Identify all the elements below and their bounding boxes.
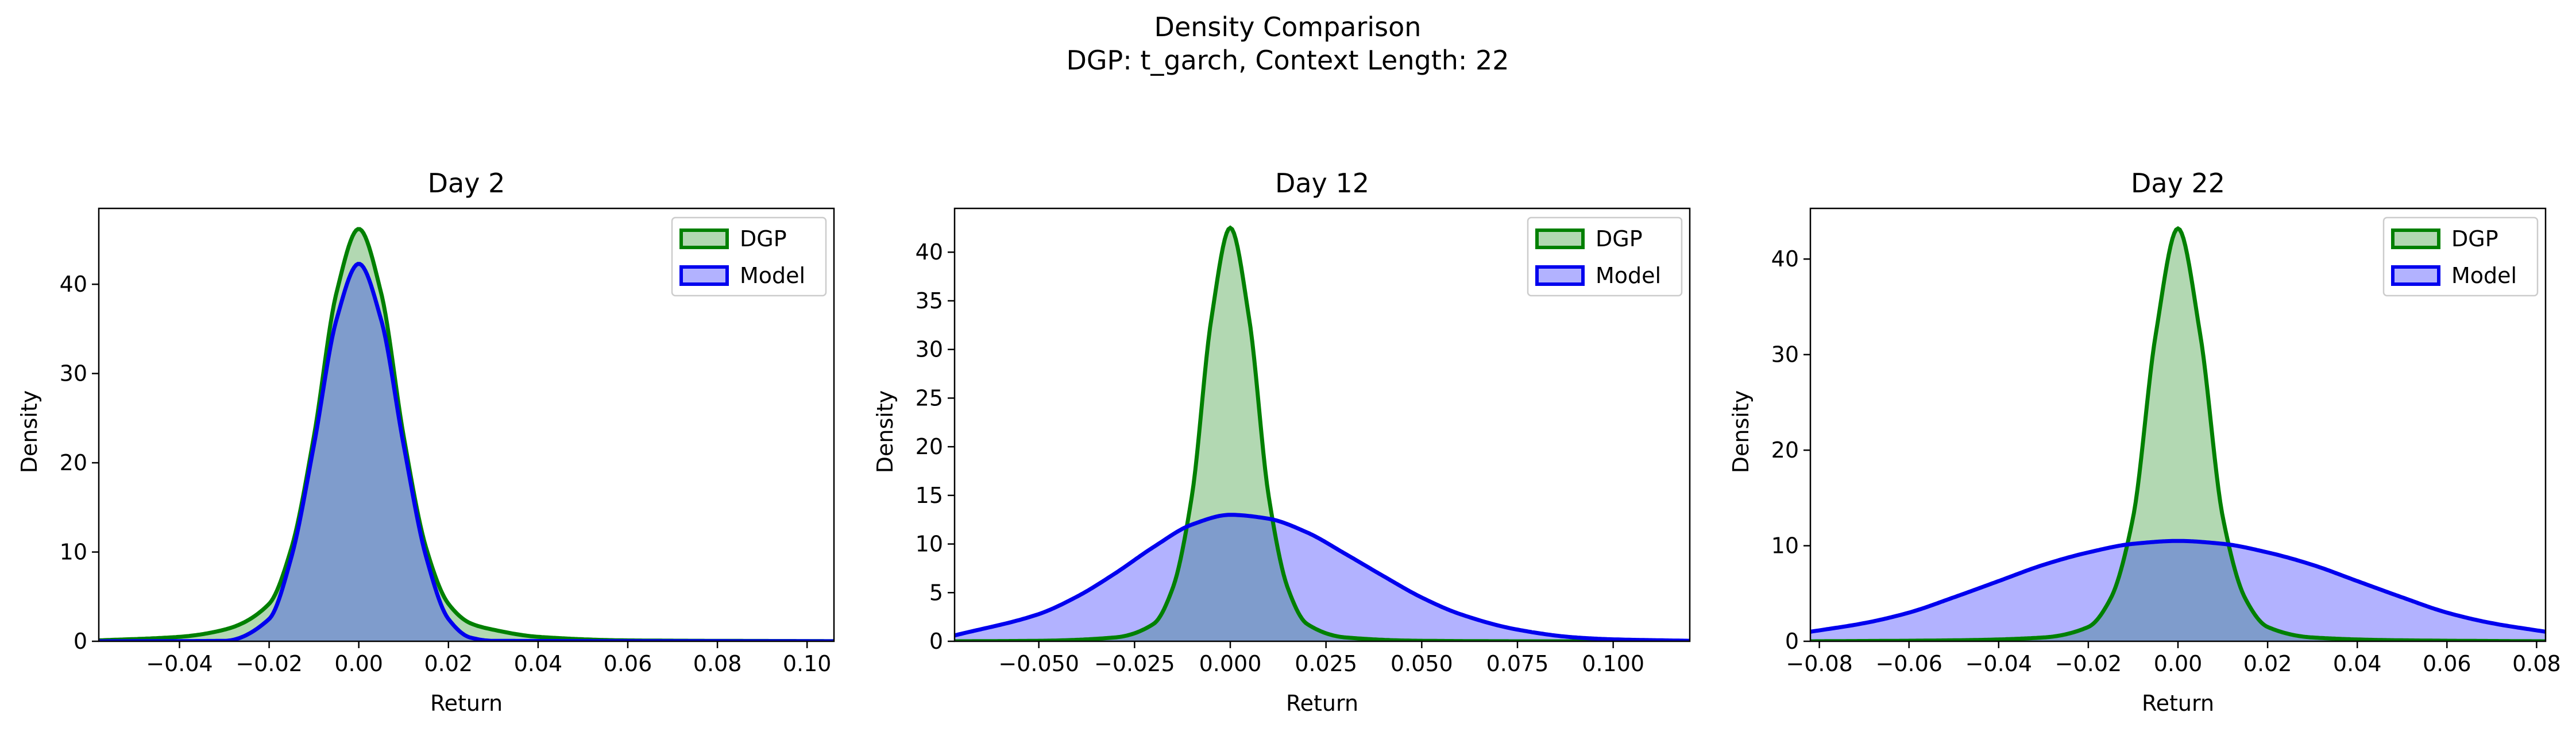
legend-label-model: Model <box>740 263 805 288</box>
legend-swatch-model <box>1535 265 1585 286</box>
model-density-line <box>99 262 834 641</box>
x-axis-label: Return <box>2142 691 2214 716</box>
x-tick-label: −0.06 <box>1875 651 1942 676</box>
y-tick-label: 40 <box>1771 246 1799 272</box>
x-tick-label: 0.00 <box>2154 651 2203 676</box>
x-tick-label: 0.08 <box>2512 651 2561 676</box>
y-tick-label: 30 <box>60 361 87 386</box>
model-density-line <box>955 513 1690 641</box>
x-tick-label: 0.02 <box>2243 651 2292 676</box>
x-tick-label: 0.04 <box>2333 651 2382 676</box>
plot-area: −0.08 −0.06 −0.04 −0.02 0.00 0.02 0.04 0.06 0.08… <box>1771 207 2561 676</box>
suptitle-line1: Density Comparison <box>1154 11 1422 42</box>
overlap-density-fill <box>1810 541 2546 641</box>
y-tick-label: 10 <box>60 540 87 565</box>
dgp-density-line <box>1810 226 2546 641</box>
x-tick-label: 0.100 <box>1582 651 1644 676</box>
model-density-fill <box>99 264 834 641</box>
dgp-density-fill <box>1810 228 2546 641</box>
y-tick-label: 15 <box>916 483 943 508</box>
legend-label-model: Model <box>2451 263 2517 288</box>
legend: DGP Model <box>671 216 827 297</box>
overlap-density-fill <box>99 264 834 641</box>
x-axis-label: Return <box>430 691 503 716</box>
y-axis-label: Density <box>17 390 42 473</box>
panel-day-22: Day 22 Return Density −0.08 −0.06 −0.04 −0.… <box>1728 168 2561 716</box>
panel-title: Day 22 <box>2131 168 2225 199</box>
y-tick-label: 0 <box>1785 629 1799 654</box>
y-axis-label: Density <box>1728 390 1754 473</box>
axes-frame <box>953 207 1691 642</box>
legend: DGP Model <box>1527 216 1683 297</box>
legend-label-dgp: DGP <box>1596 226 1643 251</box>
model-density-line <box>1810 539 2546 634</box>
y-tick-label: 20 <box>1771 437 1799 463</box>
y-tick-label: 10 <box>1771 533 1799 559</box>
x-tick-label: 0.10 <box>783 651 832 676</box>
x-tick-label: 0.025 <box>1295 651 1357 676</box>
x-tick-label: 0.06 <box>604 651 652 676</box>
y-tick-label: 40 <box>916 239 943 265</box>
legend-label-dgp: DGP <box>2451 226 2498 251</box>
x-tick-label: 0.02 <box>424 651 473 676</box>
x-tick-label: 0.000 <box>1199 651 1262 676</box>
legend-swatch-dgp <box>1535 228 1585 249</box>
x-tick-label: 0.08 <box>693 651 742 676</box>
y-tick-label: 30 <box>1771 342 1799 367</box>
y-tick-label: 40 <box>60 272 87 297</box>
legend-label-model: Model <box>1596 263 1661 288</box>
x-tick-label: −0.02 <box>2055 651 2122 676</box>
plot-region <box>1810 226 2546 641</box>
model-density-fill <box>955 514 1690 641</box>
y-tick-label: 20 <box>916 434 943 459</box>
legend-swatch-dgp <box>2391 228 2440 249</box>
x-tick-label: 0.06 <box>2423 651 2471 676</box>
y-tick-label: 20 <box>60 450 87 475</box>
y-tick-label: 25 <box>916 385 943 410</box>
y-tick-label: 0 <box>929 629 943 654</box>
x-tick-label: −0.04 <box>1965 651 2032 676</box>
x-tick-label: −0.08 <box>1786 651 1852 676</box>
y-axis-label: Density <box>872 390 898 473</box>
panel-title: Day 2 <box>428 168 505 199</box>
axes-frame <box>98 207 835 642</box>
panel-title: Day 12 <box>1275 168 1369 199</box>
x-axis-label: Return <box>1286 691 1358 716</box>
panel-day-12: Day 12 Return Density −0.050 −0.025 0.000 0… <box>872 168 1691 716</box>
legend: DGP Model <box>2382 216 2539 297</box>
x-tick-label: −0.02 <box>235 651 302 676</box>
plot-area: −0.050 −0.025 0.000 0.025 0.050 0.075 0.100 0 5 1… <box>916 207 1691 676</box>
dgp-density-line <box>955 225 1690 641</box>
y-tick-label: 10 <box>916 532 943 557</box>
plot-area: −0.04 −0.02 0.00 0.02 0.04 0.06 0.08 0.10 0 10 20 3… <box>60 207 835 676</box>
legend-swatch-model <box>679 265 729 286</box>
legend-label-dgp: DGP <box>740 226 787 251</box>
x-tick-label: −0.050 <box>998 651 1079 676</box>
x-tick-label: 0.075 <box>1486 651 1549 676</box>
x-tick-label: −0.04 <box>146 651 213 676</box>
suptitle-line2: DGP: t_garch, Context Length: 22 <box>1066 45 1509 76</box>
x-tick-label: −0.025 <box>1094 651 1175 676</box>
legend-swatch-model <box>2391 265 2440 286</box>
x-tick-label: 0.050 <box>1391 651 1453 676</box>
plot-region <box>955 225 1690 641</box>
panel-day-2: Day 2 Return Density −0.04 −0.02 0.00 0.02 0… <box>17 168 835 716</box>
x-tick-label: 0.00 <box>334 651 383 676</box>
y-tick-label: 35 <box>916 288 943 313</box>
x-tick-label: 0.04 <box>514 651 563 676</box>
y-tick-label: 30 <box>916 337 943 362</box>
legend-swatch-dgp <box>679 228 729 249</box>
y-tick-label: 0 <box>74 629 87 654</box>
y-tick-label: 5 <box>929 580 943 605</box>
